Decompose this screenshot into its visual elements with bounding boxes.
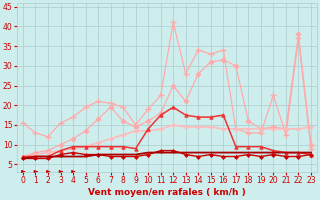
X-axis label: Vent moyen/en rafales ( km/h ): Vent moyen/en rafales ( km/h ) [88, 188, 246, 197]
